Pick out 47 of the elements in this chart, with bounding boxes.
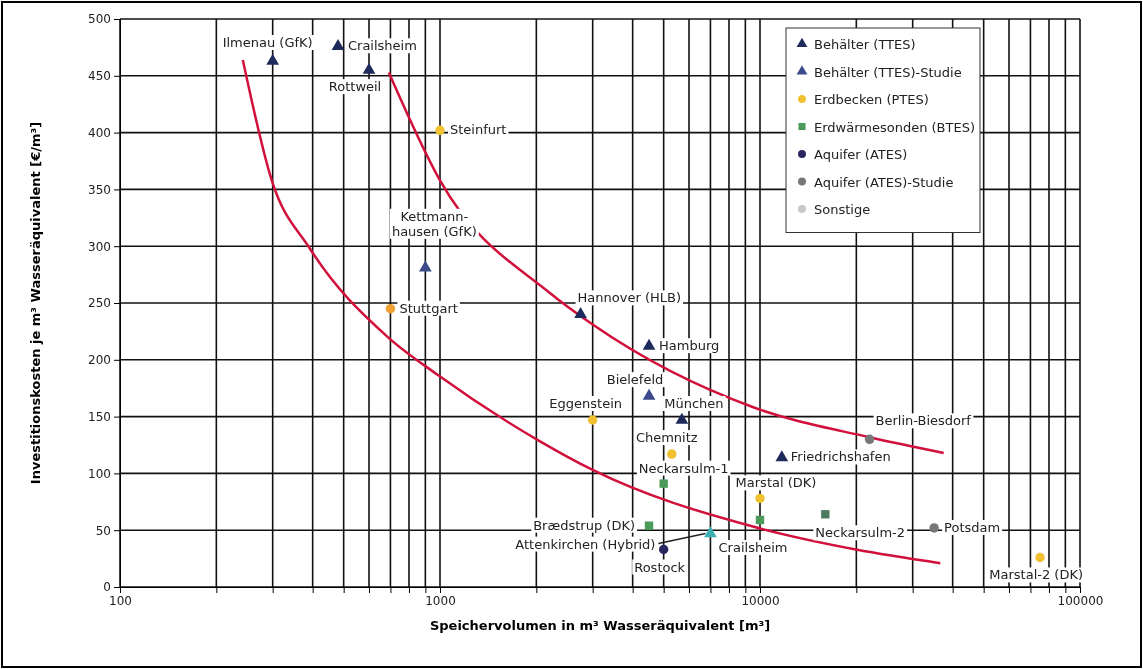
y-tick-label: 100 — [88, 466, 111, 481]
annotation: Berlin-Biesdorf — [875, 413, 972, 429]
legend-label: Behälter (TTES)-Studie — [814, 64, 962, 80]
annotation: Stuttgart — [399, 300, 458, 316]
annotation: Chemnitz — [635, 430, 698, 446]
annotation: Crailsheim — [348, 38, 417, 54]
annotation: Marstal (DK) — [735, 475, 817, 491]
x-tick-label: 100 — [109, 593, 132, 608]
annotation: Eggenstein — [549, 396, 623, 412]
annotation: Marstal-2 (DK) — [989, 567, 1084, 583]
legend-label: Erdwärmesonden (BTES) — [814, 119, 976, 135]
annotation: Rostock — [634, 559, 686, 575]
legend-label: Aquifer (ATES)-Studie — [814, 174, 954, 190]
y-tick-label: 400 — [88, 125, 111, 140]
legend-label: Aquifer (ATES) — [814, 147, 908, 162]
annotation: Ilmenau (GfK) — [222, 35, 313, 51]
y-tick-label: 500 — [88, 12, 111, 27]
annotation: Potsdam — [944, 519, 1001, 535]
annotation: München — [664, 396, 724, 412]
annotation: Crailsheim — [718, 539, 788, 555]
annotation: Steinfurt — [450, 122, 507, 138]
annotation: Bielefeld — [606, 372, 664, 388]
x-tick-label: 1000 — [425, 593, 456, 608]
y-tick-label: 150 — [88, 409, 111, 424]
annotation: Rottweil — [328, 79, 382, 95]
y-tick-label: 200 — [88, 353, 111, 368]
y-tick-label: 300 — [88, 239, 111, 254]
y-tick-label: 250 — [88, 296, 111, 311]
y-tick-label: 450 — [88, 69, 111, 84]
annotation: Brædstrup (DK) — [533, 517, 636, 533]
legend-label: Erdbecken (PTES) — [814, 92, 929, 107]
annotation: Friedrichshafen — [790, 449, 891, 465]
y-tick-label: 350 — [88, 182, 111, 197]
x-tick-label: 10000 — [741, 593, 780, 608]
x-tick-label: 100000 — [1057, 593, 1104, 608]
annotation: Hamburg — [659, 338, 720, 354]
x-axis-title: Speichervolumen in m³ Wasseräquivalent [m³] — [429, 618, 771, 633]
annotation: Neckarsulm-1 — [638, 460, 729, 476]
annotation: Neckarsulm-2 — [815, 525, 906, 541]
annotation: Hannover (HLB) — [577, 290, 682, 306]
y-tick-label: 0 — [103, 580, 111, 595]
legend-label: Behälter (TTES) — [814, 37, 916, 52]
y-tick-label: 50 — [95, 523, 111, 538]
y-axis-title: Investitionskosten je m³ Wasseräquivalent [€/m³] — [28, 121, 43, 485]
annotation: Kettmann- hausen (GfK) — [391, 208, 477, 239]
legend-label: Sonstige — [814, 202, 871, 217]
annotation: Attenkirchen (Hybrid) — [515, 536, 656, 552]
